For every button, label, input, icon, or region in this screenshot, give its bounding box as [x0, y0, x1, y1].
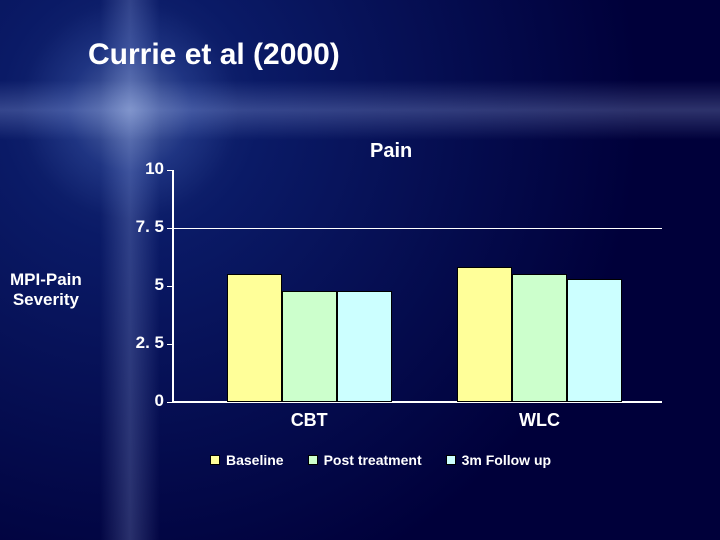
bar [512, 274, 567, 402]
legend-label: Baseline [226, 452, 284, 468]
y-tick-label: 10 [114, 159, 164, 179]
bar [282, 291, 337, 402]
bar [227, 274, 282, 402]
legend-item: 3m Follow up [446, 452, 551, 468]
y-tick-mark [167, 170, 172, 171]
y-tick-mark [167, 286, 172, 287]
y-tick-label: 5 [114, 275, 164, 295]
legend-swatch [308, 455, 318, 465]
ylabel-line: Severity [10, 290, 82, 310]
slide-root: Currie et al (2000) Pain MPI-PainSeverit… [0, 0, 720, 540]
y-tick-mark [167, 402, 172, 403]
y-tick-mark [167, 344, 172, 345]
y-tick-mark [167, 228, 172, 229]
legend-item: Baseline [210, 452, 284, 468]
y-tick-label: 0 [114, 391, 164, 411]
chart-plot-area [172, 170, 662, 402]
chart-title: Pain [370, 140, 412, 163]
bar [337, 291, 392, 402]
y-tick-label: 2. 5 [114, 333, 164, 353]
legend-label: 3m Follow up [462, 452, 551, 468]
y-axis-line [172, 170, 174, 402]
bar [567, 279, 622, 402]
gridline [172, 228, 662, 229]
y-tick-label: 7. 5 [114, 217, 164, 237]
y-axis-label: MPI-PainSeverity [10, 270, 82, 310]
ylabel-line: MPI-Pain [10, 270, 82, 290]
legend-item: Post treatment [308, 452, 422, 468]
legend-swatch [446, 455, 456, 465]
legend-label: Post treatment [324, 452, 422, 468]
bar [457, 267, 512, 402]
category-label: WLC [480, 410, 600, 431]
slide-title: Currie et al (2000) [88, 38, 340, 72]
legend-swatch [210, 455, 220, 465]
category-label: CBT [249, 410, 369, 431]
chart-legend: Baseline Post treatment 3m Follow up [210, 452, 551, 468]
